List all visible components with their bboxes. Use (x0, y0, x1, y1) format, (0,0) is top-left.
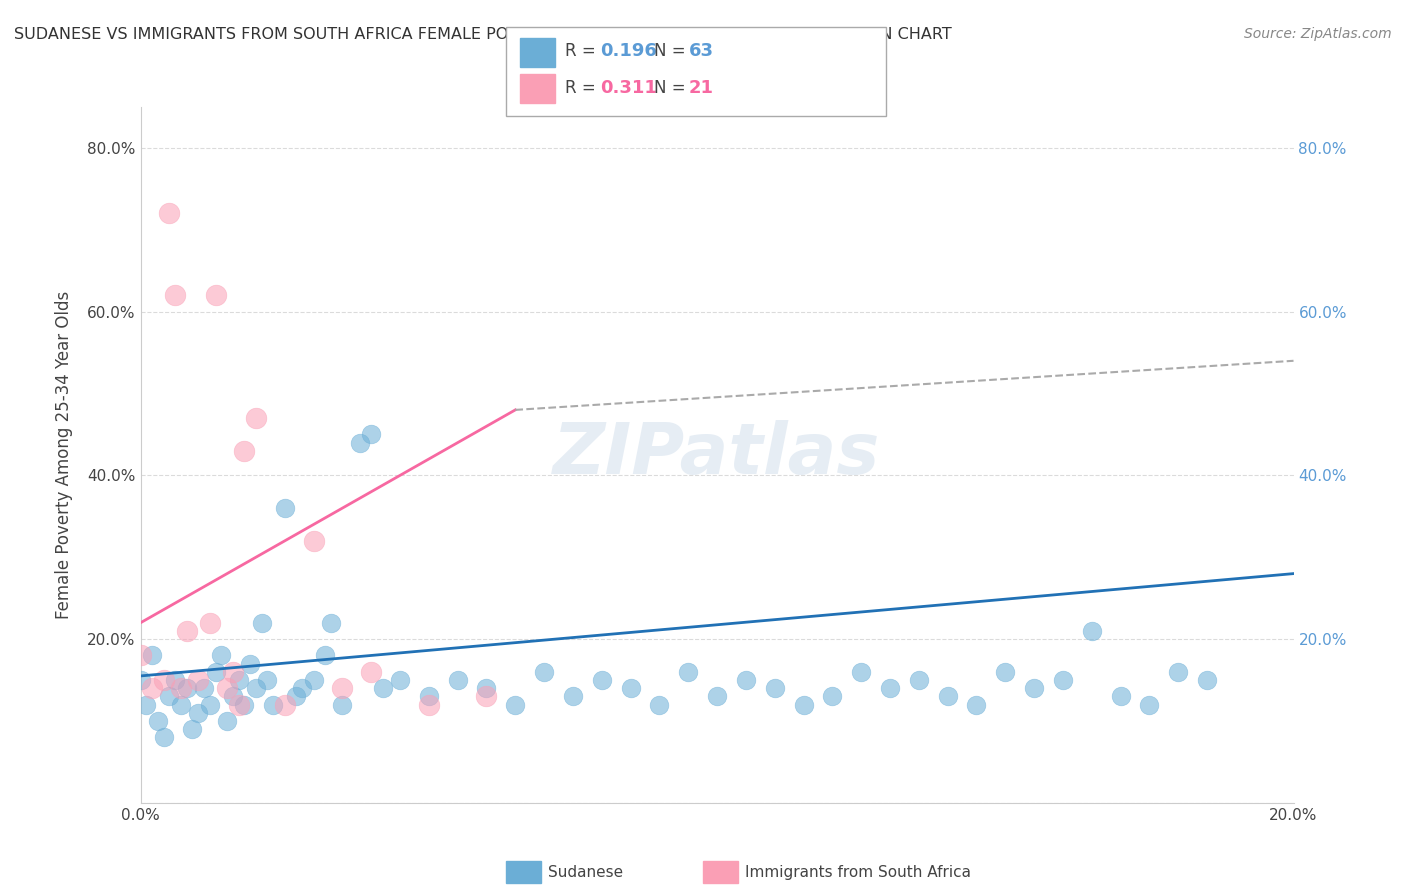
Point (291, 681, 314, 696)
Point (274, 501, 297, 516)
Point (849, 665, 872, 679)
Point (388, 673, 411, 687)
Point (204, 288, 226, 302)
Point (228, 673, 250, 687)
Text: 0.311: 0.311 (600, 79, 657, 97)
Point (274, 698, 297, 712)
Point (245, 411, 267, 425)
Point (648, 698, 671, 712)
Point (285, 690, 308, 704)
Point (222, 690, 245, 704)
Point (159, 206, 180, 220)
Point (233, 698, 256, 712)
Text: Sudanese: Sudanese (548, 865, 623, 880)
Point (706, 690, 728, 704)
Text: N =: N = (654, 42, 690, 60)
Point (135, 698, 157, 712)
Point (314, 648, 336, 663)
Point (360, 665, 382, 679)
Point (965, 698, 987, 712)
Point (170, 681, 193, 696)
Point (793, 698, 815, 712)
Point (994, 665, 1017, 679)
Point (936, 690, 959, 704)
Point (319, 615, 342, 630)
Text: Immigrants from South Africa: Immigrants from South Africa (745, 865, 972, 880)
Text: R =: R = (565, 42, 602, 60)
Point (1195, 673, 1218, 687)
Point (204, 665, 226, 679)
Point (165, 288, 187, 302)
Point (371, 681, 394, 696)
Point (763, 681, 786, 696)
Point (152, 731, 174, 745)
Point (193, 681, 215, 696)
Point (591, 673, 613, 687)
Point (256, 673, 278, 687)
Text: SUDANESE VS IMMIGRANTS FROM SOUTH AFRICA FEMALE POVERTY AMONG 25-34 YEAR OLDS CO: SUDANESE VS IMMIGRANTS FROM SOUTH AFRICA… (14, 27, 952, 42)
Point (360, 427, 382, 442)
Text: 63: 63 (689, 42, 714, 60)
Point (176, 681, 198, 696)
Point (1052, 673, 1074, 687)
Point (129, 648, 152, 663)
Point (302, 533, 325, 548)
Point (198, 615, 221, 630)
Point (146, 714, 169, 728)
Point (678, 665, 700, 679)
Point (475, 690, 498, 704)
Point (879, 681, 901, 696)
Point (908, 673, 931, 687)
Point (187, 706, 209, 720)
Point (262, 698, 284, 712)
Point (349, 435, 371, 450)
Point (250, 615, 273, 630)
Point (302, 673, 325, 687)
Point (239, 657, 262, 671)
Point (475, 681, 498, 696)
Point (821, 690, 844, 704)
Point (418, 690, 440, 704)
Point (503, 698, 526, 712)
Point (1081, 624, 1104, 638)
Point (152, 673, 174, 687)
Point (129, 673, 152, 687)
Y-axis label: Female Poverty Among 25-34 Year Olds: Female Poverty Among 25-34 Year Olds (55, 291, 73, 619)
Point (1167, 665, 1189, 679)
Point (222, 665, 245, 679)
Point (217, 714, 239, 728)
Point (141, 648, 163, 663)
Point (159, 690, 180, 704)
Point (181, 722, 204, 736)
Point (418, 698, 440, 712)
Text: N =: N = (654, 79, 690, 97)
Text: 21: 21 (689, 79, 714, 97)
Point (228, 698, 250, 712)
Point (233, 443, 256, 458)
Point (619, 681, 641, 696)
Point (332, 698, 354, 712)
Point (562, 690, 585, 704)
Point (141, 681, 163, 696)
Point (176, 624, 198, 638)
Point (209, 648, 232, 663)
Point (533, 665, 555, 679)
Point (245, 681, 267, 696)
Point (735, 673, 758, 687)
Text: 0.196: 0.196 (600, 42, 657, 60)
Point (217, 681, 239, 696)
Point (187, 673, 209, 687)
Point (165, 673, 187, 687)
Text: Source: ZipAtlas.com: Source: ZipAtlas.com (1244, 27, 1392, 41)
Point (198, 698, 221, 712)
Point (1109, 690, 1132, 704)
Point (1024, 681, 1046, 696)
Point (170, 698, 193, 712)
Text: R =: R = (565, 79, 602, 97)
Point (1139, 698, 1161, 712)
Point (447, 673, 470, 687)
Point (332, 681, 354, 696)
Text: ZIPatlas: ZIPatlas (554, 420, 880, 490)
